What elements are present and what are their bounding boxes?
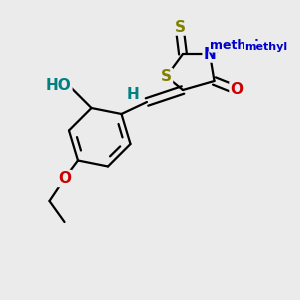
Text: methyl: methyl [210, 38, 258, 52]
Text: S: S [175, 20, 185, 34]
Text: S: S [161, 69, 172, 84]
Text: O: O [230, 82, 244, 98]
Text: methyl: methyl [244, 41, 288, 52]
Text: N: N [204, 46, 216, 62]
Text: HO: HO [46, 78, 71, 93]
Text: H: H [127, 87, 140, 102]
Text: O: O [58, 171, 71, 186]
